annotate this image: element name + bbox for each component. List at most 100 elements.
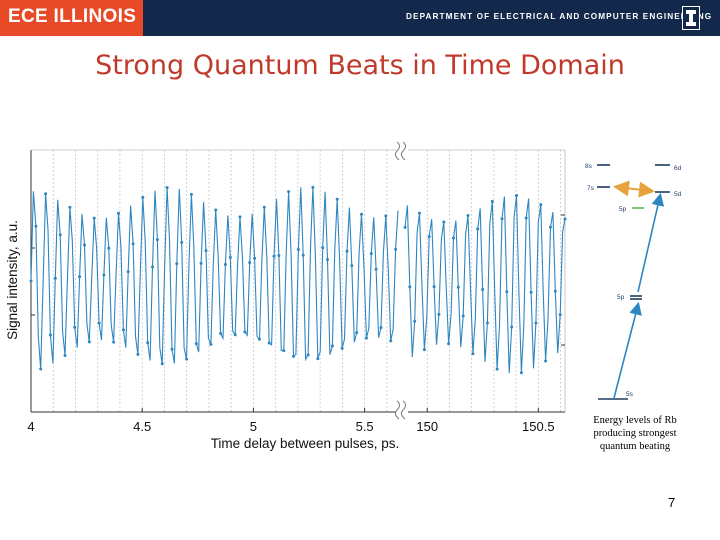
data-point [272,254,276,258]
data-point [48,333,52,337]
x-tick-label: 5 [250,419,257,434]
data-point [471,352,475,356]
x-tick-label: 4 [27,419,34,434]
data-point [248,261,252,265]
data-point [63,354,67,357]
data-point [296,248,300,251]
data-point [267,341,271,345]
x-tick-label: 4.5 [133,419,151,434]
slide-title: Strong Quantum Beats in Time Domain [95,50,625,81]
data-point [529,290,533,294]
data-point [214,208,218,212]
data-point [350,264,354,268]
energy-level-label: 8s [585,163,593,170]
data-point [102,273,106,277]
data-point [185,357,188,361]
data-point [282,349,286,353]
data-point [544,359,548,363]
data-point [219,332,223,335]
data-point [238,215,242,219]
data-point [495,367,499,371]
data-point [117,211,120,215]
data-point [374,267,378,271]
axis-break-gap-1 [396,141,408,161]
data-point [427,235,431,239]
data-point [384,214,388,218]
data-point [355,331,359,335]
excitation-arrow-upper [637,192,665,293]
data-point [553,289,557,293]
data-point [413,319,417,323]
data-point [369,252,373,256]
y-axis-title: Signal intensity, a.u. [5,220,20,340]
data-point [466,214,470,217]
data-point [243,330,247,334]
data-point [78,275,82,279]
data-point [447,342,451,346]
data-point [194,342,198,346]
quantum-beat-arrow [613,180,655,198]
data-point [485,321,489,325]
ece-illinois-logo[interactable]: ECE ILLINOIS [0,0,143,36]
x-axis-title: Time delay between pulses, ps. [211,436,400,451]
data-point [452,236,455,240]
axis-break-gap-2 [396,400,408,420]
data-point [330,344,334,348]
data-point [481,288,485,291]
data-point [258,337,261,341]
data-point [316,357,320,361]
data-point [490,199,494,203]
x-tick-label: 150.5 [522,419,555,434]
data-point [87,340,91,344]
data-point [505,290,509,294]
department-name: DEPARTMENT OF ELECTRICAL AND COMPUTER EN… [406,12,713,21]
data-point [335,197,339,201]
data-point [136,352,140,356]
page-number: 7 [668,495,676,510]
data-point [141,195,145,199]
data-point [389,339,393,343]
data-point [461,314,465,318]
axis-break-mark-2 [400,400,406,420]
data-point [262,205,266,209]
data-point [53,276,57,280]
data-point [539,203,543,207]
data-point [223,263,227,266]
data-point [151,265,154,269]
data-point [228,255,232,259]
header-banner: ECE ILLINOIS DEPARTMENT OF ELECTRICAL AN… [0,0,720,36]
data-point [160,362,164,366]
energy-level-label: 6d [674,165,682,172]
data-point [519,371,523,375]
data-point [306,353,310,357]
data-point [170,347,174,351]
data-point [39,367,43,371]
data-point [422,348,426,352]
data-point [432,285,436,289]
data-point [107,246,111,250]
data-point [403,225,407,229]
excitation-arrow-lower [613,301,642,399]
data-point [301,253,305,257]
data-point [321,246,325,250]
data-point [311,185,315,189]
data-point [175,262,179,266]
data-point [112,340,116,344]
data-point [165,186,169,190]
data-point [500,217,504,221]
data-point [524,216,528,220]
data-point [379,326,383,330]
data-point [394,247,398,251]
data-point [253,256,257,260]
data-point [131,242,135,246]
data-point [476,227,480,231]
data-point [277,254,281,257]
data-point [73,325,77,329]
energy-level-label: 7s [587,185,595,192]
data-point [408,285,412,289]
data-point [549,225,552,229]
energy-level-label: 5d [674,191,682,198]
data-point [364,336,368,340]
block-i-icon [682,6,700,30]
